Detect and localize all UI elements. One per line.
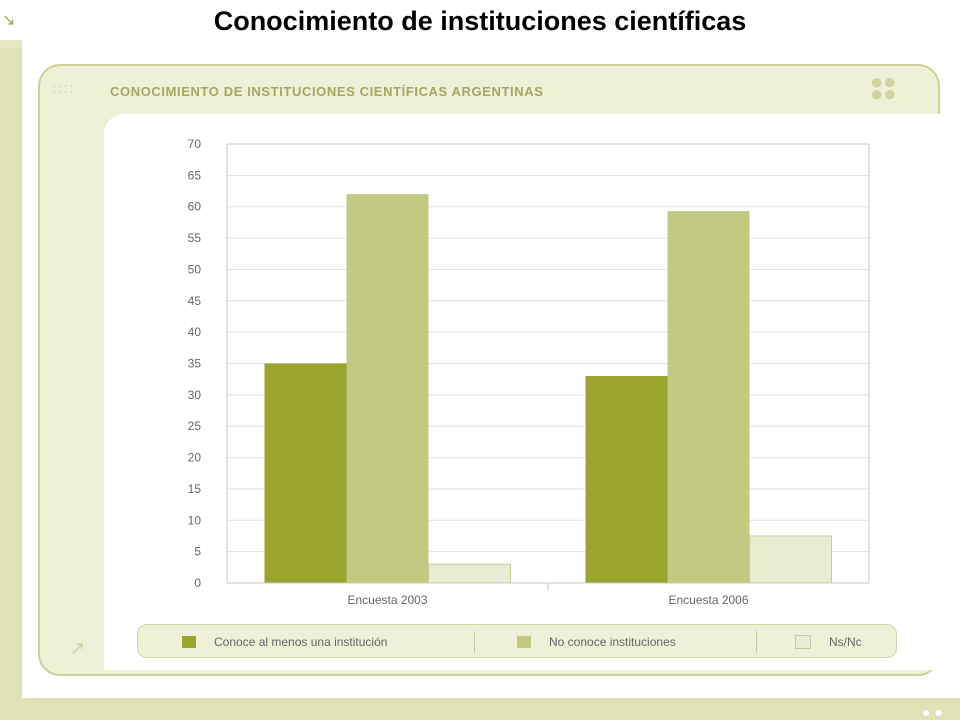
y-axis-ticks: 0 5 10 15 20 25 30 35 40 45 50 55 60 65 70 [188, 137, 202, 590]
bar [749, 535, 832, 584]
y-tick-label: 0 [194, 576, 201, 590]
legend-label: Ns/Nc [829, 635, 862, 649]
legend-swatch [517, 636, 531, 648]
x-tick-label: Encuesta 2003 [347, 593, 427, 607]
left-decor-strip [0, 0, 22, 720]
y-tick-label: 30 [188, 388, 202, 402]
legend-divider [756, 631, 757, 653]
x-axis-labels: Encuesta 2003 Encuesta 2006 [347, 583, 749, 607]
legend-item: No conoce instituciones [517, 625, 676, 659]
dots-icon: ●● ●● [870, 69, 897, 106]
y-tick-label: 55 [188, 231, 202, 245]
legend-swatch [795, 635, 811, 649]
legend-divider [474, 631, 475, 653]
y-tick-label: 40 [188, 325, 202, 339]
x-tick-label: Encuesta 2006 [668, 593, 748, 607]
y-tick-label: 10 [188, 513, 202, 527]
legend-label: No conoce instituciones [549, 635, 676, 649]
plot-area [226, 143, 870, 584]
y-tick-label: 5 [194, 545, 201, 559]
bars [264, 194, 832, 584]
bottom-decor-band [0, 698, 960, 720]
chart-header: CONOCIMIENTO DE INSTITUCIONES CIENTÍFICA… [110, 84, 544, 99]
legend-item: Conoce al menos una institución [182, 625, 387, 659]
dots-icon: :::: [52, 80, 76, 96]
bar [667, 211, 750, 583]
dots-icon: ●● [922, 704, 947, 720]
y-tick-label: 70 [188, 137, 202, 151]
legend-swatch [182, 636, 196, 648]
bar [428, 563, 511, 584]
legend-item: Ns/Nc [795, 625, 862, 659]
y-tick-label: 60 [188, 200, 202, 214]
arrow-down-right-icon: ↘ [2, 12, 16, 29]
legend-label: Conoce al menos una institución [214, 635, 388, 649]
y-tick-label: 45 [188, 294, 202, 308]
y-tick-label: 50 [188, 262, 202, 276]
bar [346, 194, 429, 583]
page-title: Conocimiento de instituciones científica… [213, 6, 747, 36]
y-tick-label: 35 [188, 357, 202, 371]
y-tick-label: 25 [188, 419, 202, 433]
bar [585, 376, 668, 583]
y-tick-label: 20 [188, 451, 202, 465]
arrow-up-right-icon: ↗ [70, 638, 86, 658]
legend: Conoce al menos una institución No conoc… [137, 624, 897, 658]
y-tick-label: 65 [188, 168, 202, 182]
y-tick-label: 15 [188, 482, 202, 496]
bar [264, 363, 347, 583]
